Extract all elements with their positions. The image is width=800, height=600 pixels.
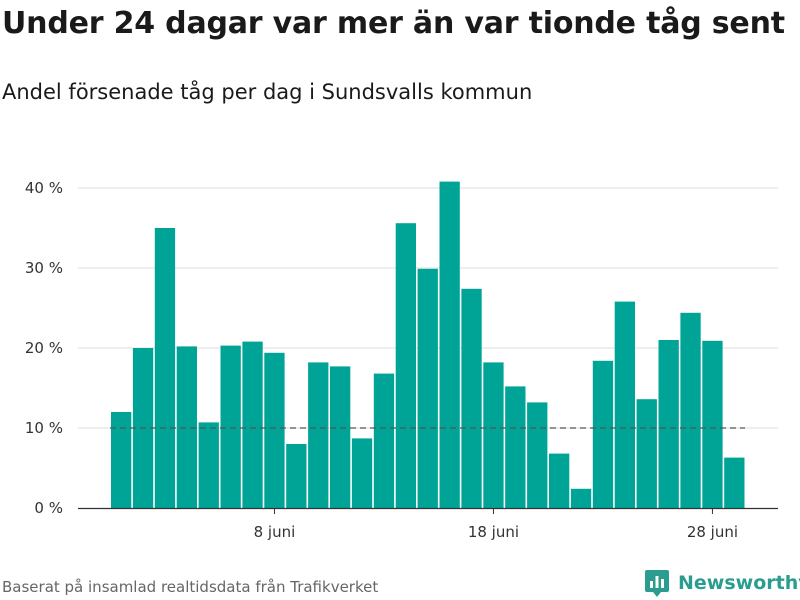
brand-name: Newsworthy — [678, 572, 800, 594]
bar — [198, 422, 219, 508]
bar — [242, 341, 263, 508]
y-tick-label: 0 % — [34, 499, 63, 517]
bar — [483, 362, 504, 508]
x-axis: 8 juni 18 juni 28 juni — [78, 507, 778, 541]
source-note: Baserat på insamlad realtidsdata från Tr… — [2, 578, 379, 596]
bar — [264, 352, 285, 508]
newsworthy-logo-icon — [645, 570, 669, 597]
bar — [505, 386, 526, 508]
brand-logo[interactable]: Newsworthy — [644, 568, 800, 598]
y-tick-label: 40 % — [25, 179, 63, 197]
bar — [461, 288, 482, 508]
bar — [417, 268, 438, 508]
chart-subtitle: Andel försenade tåg per dag i Sundsvalls… — [2, 80, 533, 104]
bar — [176, 346, 197, 508]
bar — [308, 362, 329, 508]
y-tick-label: 20 % — [25, 339, 63, 357]
bar — [439, 181, 460, 508]
chart-title: Under 24 dagar var mer än var tionde tåg… — [2, 6, 785, 41]
bar — [636, 399, 657, 508]
bar — [680, 312, 701, 508]
bar — [570, 488, 592, 508]
bar — [549, 453, 570, 508]
x-tick-label: 8 juni — [254, 523, 296, 541]
bar — [702, 340, 723, 508]
bar — [724, 457, 745, 508]
bar — [154, 228, 176, 508]
bar — [658, 340, 679, 508]
bar — [111, 412, 132, 508]
x-tick-label: 18 juni — [468, 523, 519, 541]
bar — [614, 301, 635, 508]
bar — [330, 366, 351, 508]
bar — [286, 444, 307, 508]
bar — [373, 373, 395, 508]
bar — [592, 360, 614, 508]
y-tick-label: 10 % — [25, 419, 63, 437]
bar — [527, 402, 548, 508]
bar — [351, 438, 373, 508]
bar — [395, 223, 416, 508]
bars — [111, 181, 745, 508]
x-tick-label: 28 juni — [687, 523, 738, 541]
y-axis-labels: 0 % 10 % 20 % 30 % 40 % — [25, 179, 63, 517]
bar — [220, 345, 241, 508]
y-tick-label: 30 % — [25, 259, 63, 277]
